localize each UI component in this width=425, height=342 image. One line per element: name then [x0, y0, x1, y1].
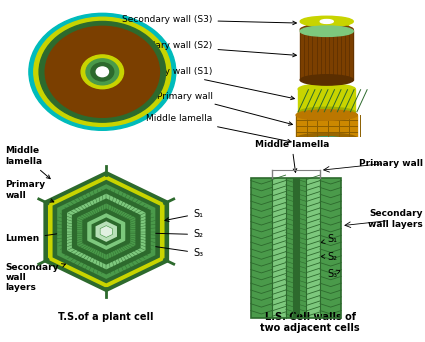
Text: Secondary wall (S3): Secondary wall (S3) — [122, 15, 296, 25]
Text: Primary wall: Primary wall — [359, 159, 423, 168]
Bar — [320, 178, 341, 318]
Polygon shape — [72, 198, 141, 265]
Text: S₁: S₁ — [165, 209, 203, 222]
FancyBboxPatch shape — [300, 30, 353, 80]
Text: Middle lamella: Middle lamella — [255, 140, 329, 172]
Ellipse shape — [298, 107, 355, 118]
Polygon shape — [96, 221, 117, 242]
Polygon shape — [87, 213, 125, 250]
Circle shape — [39, 22, 166, 122]
Circle shape — [91, 63, 114, 81]
Ellipse shape — [300, 26, 353, 36]
Text: S₁: S₁ — [321, 234, 338, 245]
Text: Secondary wall (S2): Secondary wall (S2) — [122, 41, 296, 57]
Polygon shape — [82, 208, 130, 255]
Text: T.S.of a plant cell: T.S.of a plant cell — [59, 312, 154, 323]
FancyBboxPatch shape — [296, 115, 357, 139]
FancyBboxPatch shape — [298, 89, 355, 113]
Polygon shape — [57, 184, 155, 279]
Bar — [293, 178, 299, 318]
Text: Middle
lamella: Middle lamella — [5, 146, 50, 179]
Polygon shape — [62, 188, 151, 275]
Ellipse shape — [300, 16, 353, 27]
Circle shape — [96, 67, 108, 77]
Bar — [306, 178, 320, 318]
Text: Primary wall: Primary wall — [156, 92, 292, 125]
Ellipse shape — [298, 84, 355, 94]
Bar — [251, 178, 341, 318]
Circle shape — [45, 26, 159, 117]
Ellipse shape — [295, 137, 359, 148]
Bar — [286, 178, 293, 318]
Polygon shape — [77, 203, 136, 260]
Ellipse shape — [300, 24, 353, 35]
Polygon shape — [100, 226, 112, 237]
Polygon shape — [99, 225, 113, 238]
Bar — [299, 178, 306, 318]
Text: Primary
wall: Primary wall — [5, 180, 54, 202]
Circle shape — [34, 17, 171, 127]
Text: Lumen: Lumen — [5, 227, 93, 244]
Bar — [272, 178, 286, 318]
Polygon shape — [67, 194, 145, 269]
Text: S₂: S₂ — [321, 251, 338, 262]
Circle shape — [29, 13, 176, 130]
Circle shape — [86, 59, 119, 85]
Text: L.S. Cell walls of
two adjacent cells: L.S. Cell walls of two adjacent cells — [261, 312, 360, 333]
Ellipse shape — [296, 110, 357, 120]
Text: Middle lamella: Middle lamella — [146, 115, 291, 143]
Polygon shape — [43, 171, 169, 292]
Bar — [251, 178, 272, 318]
Polygon shape — [48, 175, 164, 288]
Ellipse shape — [296, 133, 357, 144]
Polygon shape — [91, 217, 121, 246]
Text: Secondary
wall layers: Secondary wall layers — [368, 209, 423, 228]
FancyBboxPatch shape — [306, 21, 348, 31]
Text: S₂: S₂ — [149, 229, 203, 239]
Text: Secondary
wall
layers: Secondary wall layers — [5, 263, 65, 292]
Polygon shape — [53, 180, 160, 284]
Circle shape — [81, 55, 124, 89]
Text: Secondary wall (S1): Secondary wall (S1) — [122, 67, 295, 100]
Ellipse shape — [300, 75, 353, 85]
Ellipse shape — [320, 19, 333, 23]
Text: S₃: S₃ — [328, 268, 341, 279]
Text: S₃: S₃ — [141, 243, 203, 258]
